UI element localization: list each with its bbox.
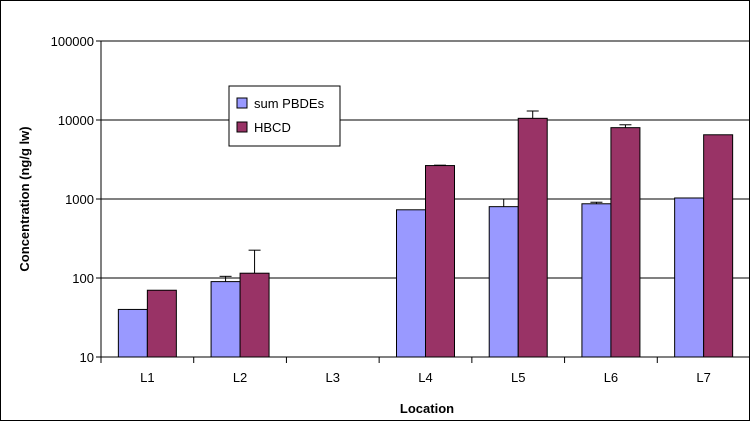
y-tick-label: 10 [80, 350, 94, 365]
bar-sum-pbdes-l5 [488, 206, 519, 358]
bar-hbcd-l6 [610, 127, 641, 358]
bar-hbcd-l2 [239, 272, 270, 358]
bars [117, 117, 734, 358]
y-tick-label: 100000 [51, 34, 94, 49]
legend-swatch [236, 97, 248, 109]
bar-sum-pbdes-l6 [581, 203, 612, 358]
x-tick-label: L2 [233, 370, 247, 385]
y-axis-title: Concentration (ng/g lw) [17, 126, 32, 271]
legend-box [228, 85, 341, 147]
x-tick-labels: L1 L2 L3 L4 L5 L6 L7 [140, 370, 711, 385]
legend: sum PBDEs HBCD [228, 85, 341, 147]
x-tick-label: L3 [326, 370, 340, 385]
axes [96, 40, 750, 363]
x-tick-label: L5 [511, 370, 525, 385]
error-bars [219, 110, 632, 282]
y-tick-label: 10000 [58, 113, 94, 128]
y-tick-label: 100 [72, 271, 94, 286]
bar-hbcd-l1 [146, 289, 177, 358]
legend-swatch [236, 121, 248, 133]
y-tick-labels: 10 100 1000 10000 100000 [51, 34, 94, 365]
bar-sum-pbdes-l2 [210, 281, 241, 358]
legend-label: HBCD [254, 120, 291, 135]
x-axis-title: Location [400, 401, 454, 416]
bar-sum-pbdes-l1 [117, 308, 148, 358]
bar-sum-pbdes-l4 [396, 209, 426, 358]
legend-label: sum PBDEs [254, 96, 325, 111]
bar-hbcd-l7 [703, 134, 734, 358]
x-tick-label: L4 [418, 370, 432, 385]
y-tick-label: 1000 [65, 192, 94, 207]
bar-hbcd-l4 [425, 165, 455, 358]
bar-hbcd-l5 [517, 117, 548, 358]
x-tick-label: L7 [696, 370, 710, 385]
x-tick-label: L1 [140, 370, 154, 385]
x-tick-label: L6 [604, 370, 618, 385]
bar-sum-pbdes-l7 [674, 197, 705, 358]
